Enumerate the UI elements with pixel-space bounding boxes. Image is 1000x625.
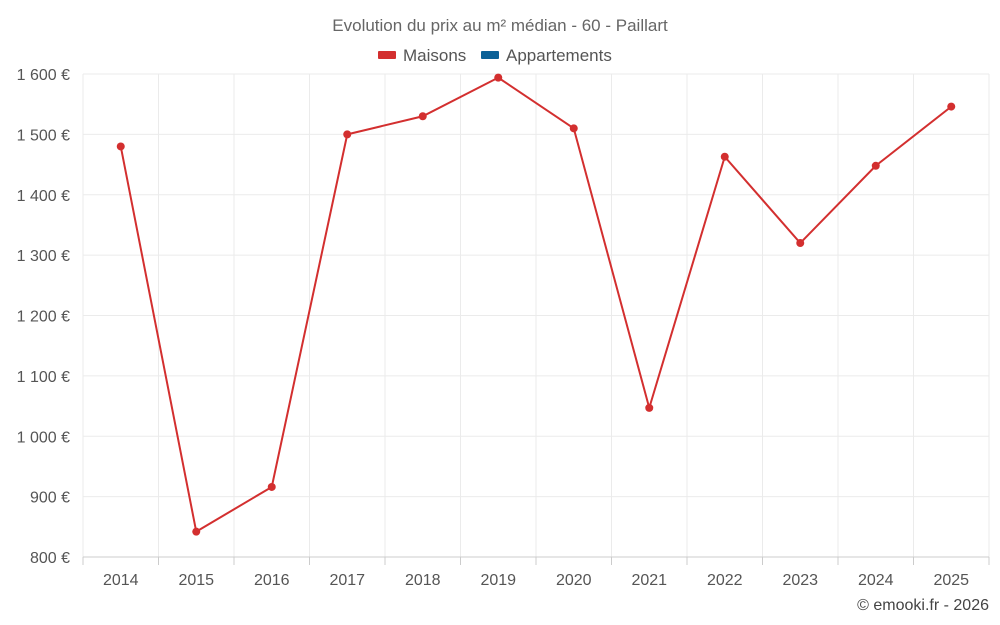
y-tick-label: 1 100 € xyxy=(17,369,70,386)
data-point[interactable] xyxy=(871,161,880,170)
data-point[interactable] xyxy=(569,124,578,133)
legend-item-appartements[interactable]: Appartements xyxy=(481,46,612,65)
x-tick-label: 2014 xyxy=(103,572,139,589)
data-point[interactable] xyxy=(796,239,805,248)
y-tick-label: 1 500 € xyxy=(17,127,70,144)
x-tick-label: 2019 xyxy=(480,572,516,589)
legend-swatch-maisons xyxy=(378,51,396,59)
y-tick-label: 1 400 € xyxy=(17,188,70,205)
grid xyxy=(82,73,990,557)
data-point[interactable] xyxy=(720,152,729,161)
y-tick-label: 1 000 € xyxy=(17,429,70,446)
axes xyxy=(82,556,990,565)
x-tick-label: 2015 xyxy=(178,572,214,589)
x-tick-label: 2025 xyxy=(933,572,969,589)
y-tick-label: 800 € xyxy=(30,550,70,567)
series-maisons xyxy=(116,73,956,536)
data-point[interactable] xyxy=(947,102,956,111)
y-tick-label: 1 300 € xyxy=(17,248,70,265)
x-tick-label: 2023 xyxy=(782,572,818,589)
x-tick-label: 2020 xyxy=(556,572,592,589)
data-point[interactable] xyxy=(192,527,201,536)
legend-item-maisons[interactable]: Maisons xyxy=(378,46,466,65)
data-point[interactable] xyxy=(645,403,654,412)
x-tick-label: 2021 xyxy=(631,572,667,589)
credit-text: © emooki.fr - 2026 xyxy=(857,597,989,614)
x-tick-label: 2016 xyxy=(254,572,290,589)
x-tick-label: 2017 xyxy=(329,572,365,589)
x-tick-label: 2024 xyxy=(858,572,894,589)
legend: Maisons Appartements xyxy=(378,46,612,65)
x-tick-label: 2018 xyxy=(405,572,441,589)
y-tick-label: 1 200 € xyxy=(17,309,70,326)
x-axis-ticks: 2014 2015 2016 2017 2018 2019 2020 2021 2022 2023… xyxy=(103,572,969,589)
legend-label-maisons: Maisons xyxy=(403,46,466,65)
data-point[interactable] xyxy=(418,112,427,121)
data-point[interactable] xyxy=(116,142,125,151)
y-tick-label: 1 600 € xyxy=(17,67,70,84)
y-tick-label: 900 € xyxy=(30,490,70,507)
chart-title: Evolution du prix au m² médian - 60 - Pa… xyxy=(332,16,668,35)
data-point[interactable] xyxy=(267,482,276,491)
legend-label-appartements: Appartements xyxy=(506,46,612,65)
series-line xyxy=(119,76,952,534)
legend-swatch-appartements xyxy=(481,51,499,59)
y-axis-ticks: 800 € 900 € 1 000 € 1 100 € 1 200 € 1 300 € 1 … xyxy=(17,67,70,567)
data-point[interactable] xyxy=(343,130,352,139)
data-point[interactable] xyxy=(494,73,503,82)
x-tick-label: 2022 xyxy=(707,572,743,589)
